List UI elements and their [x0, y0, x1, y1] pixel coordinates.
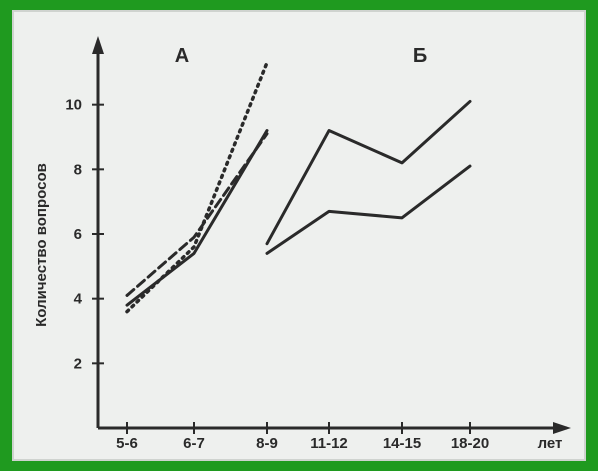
x-tick-label: 5-6: [116, 435, 138, 452]
y-tick-label: 6: [74, 226, 82, 243]
series-line-panel-a-2: [125, 132, 269, 297]
chart-svg: Количество вопросов A Б лет 2 4 6 8 10 5-6 6-7…: [33, 36, 571, 452]
y-axis-title: Количество вопросов: [33, 163, 50, 327]
series-line-panel-a-1: [125, 129, 269, 307]
x-tick-label: 8-9: [256, 435, 278, 452]
panel-label-a: A: [175, 45, 189, 67]
x-tick-label: 18-20: [451, 435, 489, 452]
x-tick-label: 11-12: [310, 435, 348, 452]
y-axis-arrow: [92, 36, 104, 54]
y-tick-label: 2: [74, 355, 82, 372]
series-line-panel-b-4: [265, 99, 472, 246]
y-tick-label: 8: [74, 161, 82, 178]
panel-label-b: Б: [413, 45, 427, 67]
series-line-panel-a-3: [125, 60, 269, 314]
x-tick-label: 6-7: [183, 435, 205, 452]
x-unit-label: лет: [538, 435, 563, 452]
y-tick-label: 4: [74, 291, 83, 308]
chart-frame: Количество вопросов A Б лет 2 4 6 8 10 5-6 6-7…: [12, 10, 586, 461]
x-tick-label: 14-15: [383, 435, 421, 452]
x-axis-arrow: [553, 422, 571, 434]
series-line-panel-b-5: [265, 164, 472, 255]
y-tick-label: 10: [65, 97, 82, 114]
